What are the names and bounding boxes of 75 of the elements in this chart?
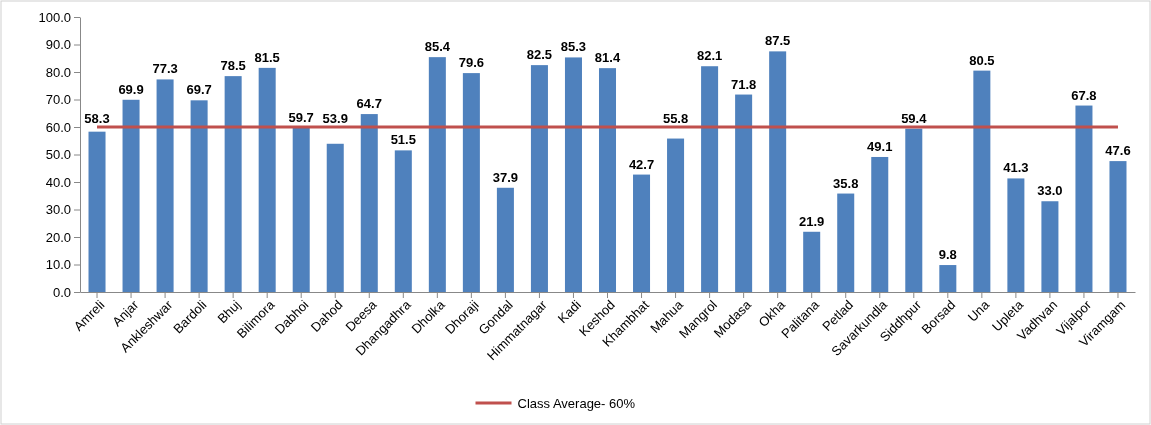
bar — [360, 114, 378, 292]
data-label: 58.3 — [84, 111, 110, 126]
data-label: 37.9 — [492, 169, 519, 185]
bar — [530, 65, 548, 292]
data-label: 85.4 — [424, 39, 451, 55]
y-tick-label: 10.0 — [45, 257, 71, 273]
data-label: 82.1 — [696, 48, 723, 64]
bar — [939, 265, 957, 292]
y-tick-label: 40.0 — [45, 174, 71, 190]
data-label: 67.8 — [1071, 87, 1097, 103]
y-tick-label: 80.0 — [45, 64, 71, 80]
data-label: 69.9 — [118, 81, 144, 97]
bar — [496, 187, 514, 292]
bar — [973, 70, 991, 292]
data-label: 51.5 — [390, 132, 416, 148]
data-label: 35.8 — [833, 175, 859, 191]
y-tick-label: 90.0 — [45, 37, 71, 53]
y-tick-label: 100.0 — [38, 9, 71, 25]
bar — [803, 231, 821, 292]
bar — [598, 68, 617, 292]
bar — [1041, 201, 1059, 292]
y-tick-label: 60.0 — [45, 119, 71, 135]
bar — [1075, 105, 1093, 292]
bar — [735, 94, 753, 292]
y-tick-label: 50.0 — [45, 147, 71, 163]
data-label: 41.3 — [1003, 160, 1029, 176]
bar — [224, 76, 242, 292]
bar — [190, 100, 208, 292]
x-tick-label: Una — [964, 296, 993, 325]
data-label: 78.5 — [220, 58, 246, 74]
bar — [258, 67, 276, 292]
data-label: 53.9 — [322, 111, 348, 126]
data-label: 80.5 — [969, 52, 995, 68]
bar — [156, 79, 174, 292]
data-label: 77.3 — [152, 61, 178, 77]
data-label: 47.6 — [1105, 143, 1131, 159]
y-tick-label: 20.0 — [45, 229, 71, 245]
data-label: 82.5 — [526, 47, 553, 63]
bar — [633, 174, 651, 292]
data-label: 85.3 — [560, 39, 587, 55]
legend-label: Class Average- 60% — [517, 395, 636, 411]
bar — [905, 128, 923, 292]
bar — [462, 73, 480, 292]
data-label: 81.5 — [254, 49, 280, 65]
bar — [769, 51, 787, 292]
data-label: 59.4 — [901, 110, 928, 126]
data-label: 42.7 — [628, 156, 655, 172]
bar — [837, 193, 855, 292]
bar — [394, 150, 412, 292]
data-label: 69.7 — [186, 82, 212, 98]
bar — [122, 99, 140, 292]
data-label: 33.0 — [1037, 183, 1063, 199]
bar — [428, 57, 446, 292]
data-label: 71.8 — [730, 76, 757, 92]
data-label: 55.8 — [662, 111, 689, 126]
data-label: 59.7 — [288, 109, 314, 125]
data-label: 49.1 — [867, 138, 893, 154]
bar — [871, 156, 889, 292]
data-label: 21.9 — [799, 213, 825, 229]
y-tick-label: 30.0 — [45, 202, 71, 218]
data-label: 87.5 — [765, 33, 791, 49]
bar — [88, 131, 106, 292]
bar — [564, 57, 582, 292]
bar — [1109, 161, 1127, 292]
data-label: 79.6 — [458, 55, 485, 71]
y-tick-label: 0.0 — [52, 284, 71, 300]
bar — [292, 127, 310, 292]
bar — [326, 143, 344, 292]
y-tick-label: 70.0 — [45, 92, 71, 108]
bar — [701, 66, 719, 292]
data-label: 64.7 — [356, 96, 382, 112]
bar — [667, 138, 685, 292]
bar — [1007, 178, 1025, 292]
data-label: 9.8 — [938, 247, 957, 263]
data-label: 81.4 — [594, 50, 621, 66]
